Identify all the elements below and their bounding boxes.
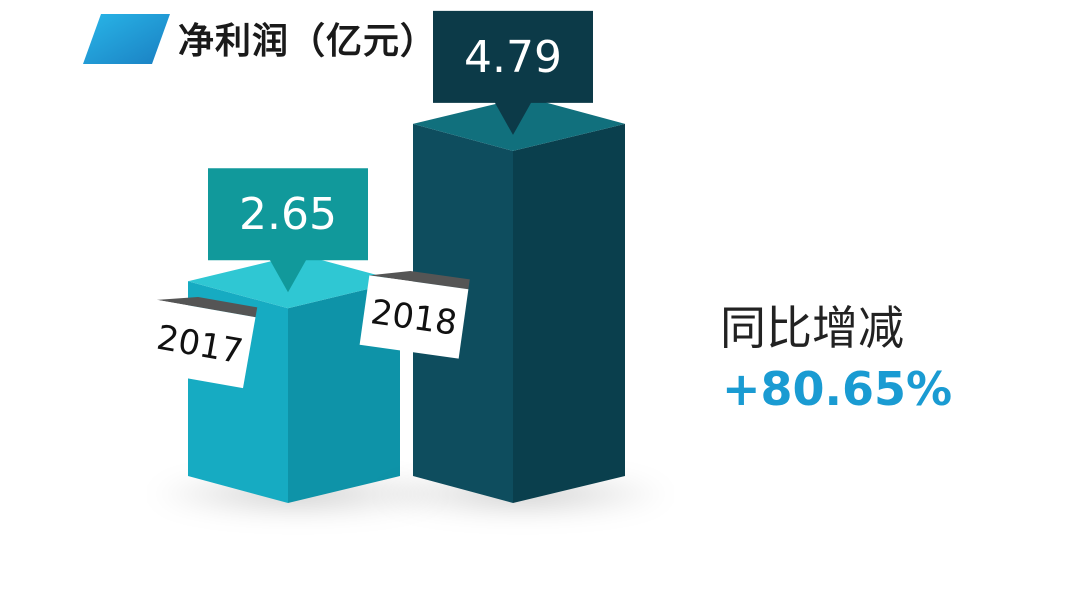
chart-title: 净利润（亿元） bbox=[178, 21, 438, 62]
bar-2018: 4.79 2018 bbox=[359, 10, 673, 516]
year-tag-card bbox=[144, 299, 256, 389]
year-tag-card bbox=[359, 275, 469, 359]
year-tag: 2018 bbox=[359, 271, 470, 359]
year-tag-shadow bbox=[157, 296, 258, 318]
value-callout bbox=[433, 10, 593, 135]
bar-2017: 2.65 2017 bbox=[144, 168, 448, 516]
yoy-change-value: +80.65% bbox=[722, 362, 953, 416]
value-label: 4.79 bbox=[464, 32, 562, 83]
year-tag: 2017 bbox=[144, 296, 258, 389]
value-label: 2.65 bbox=[239, 189, 337, 240]
bar-side-face bbox=[513, 123, 625, 503]
yoy-change-label: 同比增减 bbox=[720, 301, 904, 355]
year-tag-shadow bbox=[369, 271, 470, 290]
value-callout bbox=[208, 168, 368, 293]
title-marker-icon bbox=[83, 14, 170, 64]
